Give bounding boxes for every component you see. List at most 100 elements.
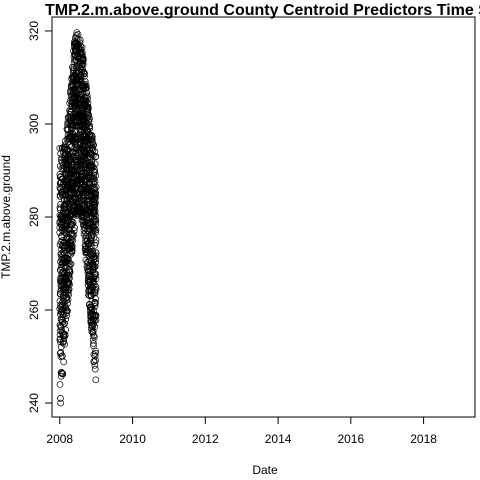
data-point [62, 315, 69, 323]
data-point [66, 268, 74, 276]
data-point [68, 242, 76, 250]
data-point [70, 231, 77, 239]
data-point [91, 352, 99, 360]
data-point [91, 148, 99, 155]
data-point [67, 260, 75, 268]
data-point [80, 56, 87, 63]
data-point [73, 34, 81, 42]
y-tick-label: 320 [27, 21, 41, 41]
data-point [59, 370, 67, 378]
data-point [78, 49, 86, 56]
data-point [91, 208, 99, 215]
data-point [92, 239, 100, 247]
data-point [92, 376, 100, 384]
data-point [68, 220, 76, 228]
data-point [92, 172, 100, 179]
data-point [92, 236, 100, 244]
data-point [62, 326, 70, 334]
data-point [79, 66, 87, 73]
data-point [64, 296, 72, 303]
data-point [88, 158, 95, 166]
y-tick-label: 240 [27, 393, 41, 413]
data-point [65, 271, 73, 279]
data-point [87, 243, 95, 251]
data-point [56, 381, 64, 388]
data-point [84, 218, 92, 226]
x-axis-title: Date [252, 463, 278, 477]
data-point [89, 146, 97, 154]
data-point [92, 299, 99, 306]
data-point [91, 323, 99, 331]
data-point [66, 281, 73, 288]
data-point [70, 227, 78, 235]
data-point [85, 118, 93, 126]
y-tick-label: 260 [27, 300, 41, 320]
data-point [69, 236, 77, 244]
data-point [76, 91, 84, 99]
data-point [91, 365, 99, 373]
data-point [68, 247, 76, 254]
data-point [63, 309, 70, 317]
data-point [71, 224, 78, 231]
data-point [64, 307, 71, 315]
data-point [68, 229, 76, 237]
data-point [90, 340, 97, 347]
data-point [92, 285, 100, 293]
data-point [76, 39, 84, 47]
data-point [89, 290, 97, 297]
data-point [73, 64, 80, 72]
data-point [61, 320, 68, 327]
x-tick-label: 2016 [337, 432, 364, 446]
data-point [85, 142, 92, 150]
data-point [92, 311, 100, 319]
data-point [92, 347, 99, 355]
data-point [91, 286, 99, 294]
data-point [91, 361, 99, 369]
data-point [92, 270, 99, 278]
data-point [91, 302, 99, 310]
data-point [65, 266, 72, 274]
y-tick-label: 300 [27, 114, 41, 134]
data-point [90, 358, 98, 365]
data-point [92, 216, 100, 223]
data-points [56, 29, 100, 407]
data-point [91, 187, 99, 194]
x-tick-label: 2008 [46, 432, 73, 446]
data-point [57, 349, 65, 356]
data-point [85, 116, 93, 123]
data-point [58, 178, 65, 186]
y-axis: 240 260 280 300 320 [27, 21, 53, 413]
data-point [91, 313, 99, 321]
data-point [79, 57, 86, 65]
y-tick-label: 280 [27, 207, 41, 227]
data-point [91, 168, 99, 176]
data-point [92, 221, 99, 228]
data-point [92, 152, 100, 160]
data-point [67, 217, 75, 225]
data-point [84, 103, 92, 111]
data-point [60, 358, 68, 366]
data-point [86, 125, 94, 132]
data-point [82, 81, 90, 88]
data-point [92, 249, 100, 257]
data-point [92, 357, 99, 364]
data-point [85, 111, 93, 119]
data-point [58, 263, 65, 271]
data-point [74, 167, 81, 175]
data-point [92, 183, 100, 191]
data-point [84, 108, 92, 115]
data-point [90, 273, 98, 281]
data-point [92, 295, 100, 303]
data-point [91, 349, 99, 357]
data-point [90, 332, 97, 339]
data-point [61, 340, 68, 348]
data-point [81, 78, 89, 85]
data-point [91, 225, 99, 232]
data-point [76, 36, 84, 44]
plot-frame [51, 16, 476, 418]
x-tick-label: 2014 [265, 432, 292, 446]
data-point [91, 204, 99, 211]
data-point [90, 175, 98, 182]
data-point [72, 32, 80, 39]
